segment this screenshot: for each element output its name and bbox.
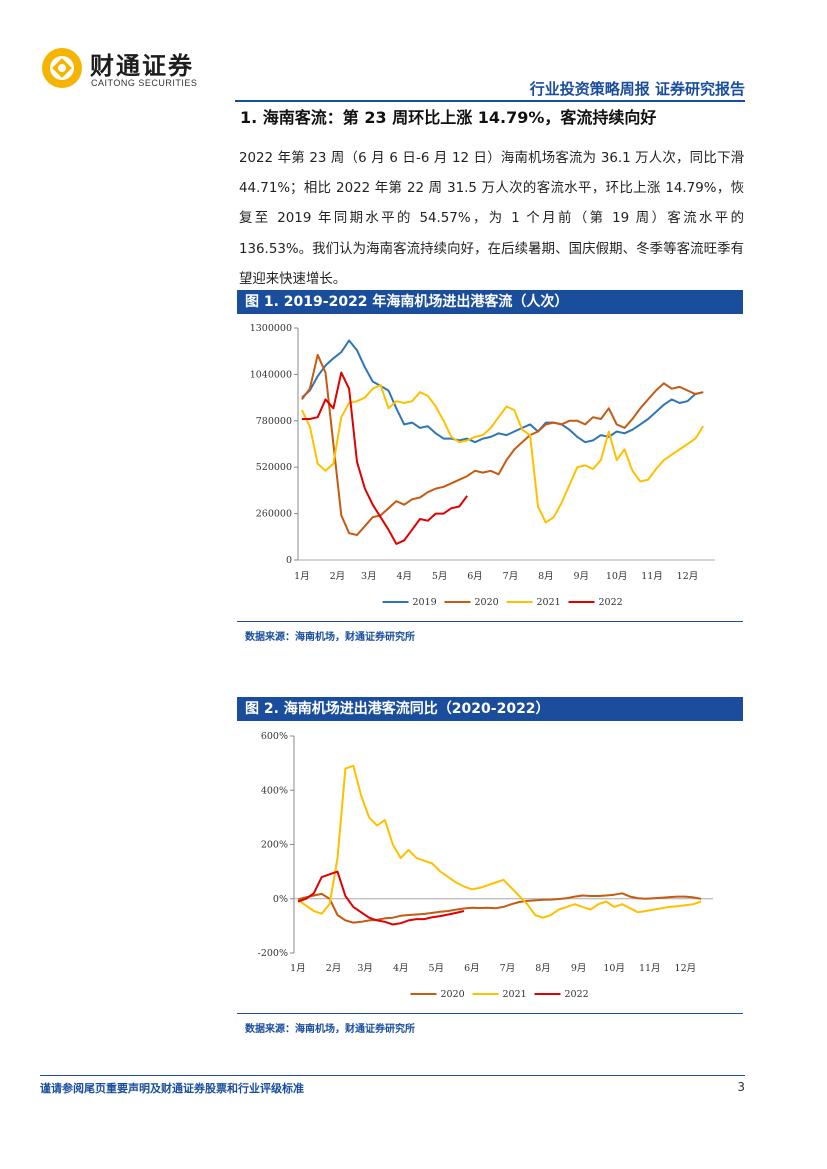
- x-tick-label: 5月: [432, 571, 448, 582]
- y-tick-label: 260000: [256, 509, 292, 520]
- x-tick-label: 12月: [677, 571, 699, 582]
- figure2-source: 数据来源：海南机场，财通证券研究所: [245, 1024, 415, 1035]
- x-tick-label: 9月: [573, 571, 589, 582]
- x-tick-label: 3月: [361, 571, 377, 582]
- series-line-2021: [297, 764, 702, 919]
- section-title: 1. 海南客流：第 23 周环比上涨 14.79%，客流持续向好: [240, 108, 657, 127]
- x-tick-label: 10月: [606, 571, 628, 582]
- series-line-2022: [297, 870, 465, 926]
- x-tick-label: 11月: [639, 963, 661, 974]
- legend-label-2020: 2020: [441, 989, 465, 1000]
- legend-label-2022: 2022: [565, 989, 589, 1000]
- legend-label-2021: 2021: [503, 989, 527, 1000]
- logo-chinese-name: 财通证券: [90, 52, 194, 80]
- report-type: 行业投资策略周报 证券研究报告: [529, 80, 745, 98]
- y-tick-label: 600%: [261, 731, 288, 742]
- x-tick-label: 9月: [571, 963, 587, 974]
- series-line-2020: [297, 892, 702, 924]
- series-line-2022: [301, 371, 469, 545]
- figure2-title: 图 2. 海南机场进出港客流同比（2020-2022）: [237, 697, 743, 721]
- footer-disclaimer: 谨请参阅尾页重要声明及财通证券股票和行业评级标准: [40, 1082, 304, 1095]
- x-tick-label: 10月: [603, 963, 625, 974]
- x-tick-label: 5月: [429, 963, 445, 974]
- y-tick-label: 0: [286, 555, 292, 566]
- series-line-2020: [301, 353, 704, 536]
- legend-label-2019: 2019: [413, 597, 437, 608]
- x-tick-label: 7月: [500, 963, 516, 974]
- x-tick-label: 1月: [290, 963, 306, 974]
- y-tick-label: 1300000: [250, 323, 292, 334]
- logo-emblem-icon: [42, 48, 82, 88]
- x-tick-label: 12月: [675, 963, 697, 974]
- figure1-source: 数据来源：海南机场，财通证券研究所: [245, 632, 415, 643]
- y-tick-label: 200%: [261, 840, 288, 851]
- page-number: 3: [737, 1080, 745, 1094]
- logo-english-name: CAITONG SECURITIES: [91, 78, 198, 88]
- y-tick-label: 0%: [273, 894, 288, 905]
- figure1-divider: [237, 621, 743, 622]
- x-tick-label: 4月: [393, 963, 409, 974]
- series-line-2019: [301, 339, 704, 444]
- legend-label-2021: 2021: [537, 597, 561, 608]
- y-tick-label: 780000: [256, 416, 292, 427]
- series-line-2021: [301, 384, 705, 524]
- x-tick-label: 6月: [467, 571, 483, 582]
- legend-label-2020: 2020: [475, 597, 499, 608]
- header-divider: [235, 100, 745, 102]
- section-paragraph: 2022 年第 23 周（6 月 6 日-6 月 12 日）海南机场客流为 36…: [239, 151, 744, 287]
- x-tick-label: 7月: [503, 571, 519, 582]
- x-tick-label: 1月: [294, 571, 310, 582]
- x-tick-label: 2月: [330, 571, 346, 582]
- legend-label-2022: 2022: [599, 597, 623, 608]
- x-tick-label: 6月: [464, 963, 480, 974]
- y-tick-label: -200%: [258, 948, 288, 959]
- figure2-divider: [237, 1013, 743, 1014]
- x-tick-label: 4月: [396, 571, 412, 582]
- figure2-chart: 600% 400% 200% 0% -200%1月 2月 3月 4月 5月 6月 7月 8月 9月 10月…: [258, 731, 713, 1000]
- y-tick-label: 1040000: [250, 369, 292, 380]
- y-tick-label: 520000: [256, 462, 292, 473]
- x-tick-label: 11月: [641, 571, 663, 582]
- footer-divider: [40, 1075, 745, 1076]
- x-tick-label: 8月: [538, 571, 554, 582]
- company-logo: 财通证券 CAITONG SECURITIES: [40, 44, 260, 96]
- figure1-chart: 1300000 1040000 780000 520000 260000 01月 2月 3月 4…: [250, 323, 715, 608]
- x-tick-label: 3月: [357, 963, 373, 974]
- figure1-title: 图 1. 2019-2022 年海南机场进出港客流（人次）: [237, 290, 743, 314]
- x-tick-label: 8月: [535, 963, 551, 974]
- x-tick-label: 2月: [326, 963, 342, 974]
- y-tick-label: 400%: [261, 785, 288, 796]
